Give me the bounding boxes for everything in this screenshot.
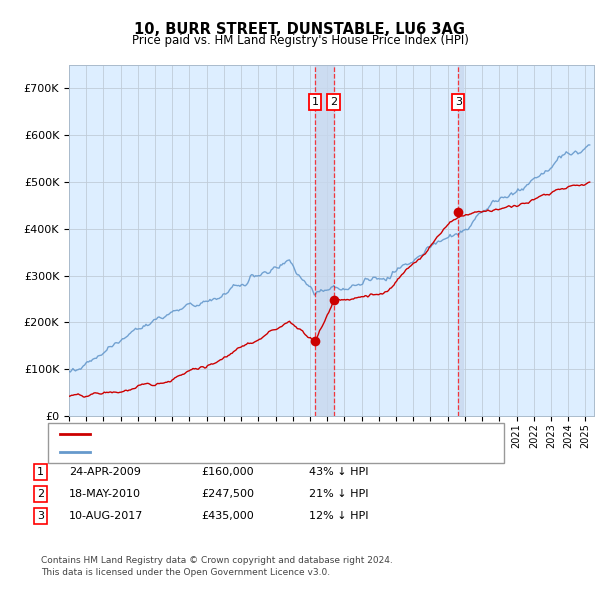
Text: Contains HM Land Registry data © Crown copyright and database right 2024.
This d: Contains HM Land Registry data © Crown c… bbox=[41, 556, 392, 577]
Text: 21% ↓ HPI: 21% ↓ HPI bbox=[309, 489, 368, 499]
Text: 1: 1 bbox=[311, 97, 319, 107]
Text: 43% ↓ HPI: 43% ↓ HPI bbox=[309, 467, 368, 477]
Text: 24-APR-2009: 24-APR-2009 bbox=[69, 467, 141, 477]
Text: HPI: Average price, detached house, Central Bedfordshire: HPI: Average price, detached house, Cent… bbox=[99, 447, 414, 457]
Bar bbox=[458, 65, 463, 416]
Text: 10, BURR STREET, DUNSTABLE, LU6 3AG: 10, BURR STREET, DUNSTABLE, LU6 3AG bbox=[134, 22, 466, 37]
Text: 2: 2 bbox=[330, 97, 337, 107]
Text: 1: 1 bbox=[37, 467, 44, 477]
Text: 3: 3 bbox=[37, 511, 44, 520]
Bar bbox=[315, 65, 334, 416]
Text: 12% ↓ HPI: 12% ↓ HPI bbox=[309, 511, 368, 520]
Text: 10, BURR STREET, DUNSTABLE, LU6 3AG (detached house): 10, BURR STREET, DUNSTABLE, LU6 3AG (det… bbox=[99, 430, 421, 440]
Text: £435,000: £435,000 bbox=[201, 511, 254, 520]
Text: £247,500: £247,500 bbox=[201, 489, 254, 499]
Text: 18-MAY-2010: 18-MAY-2010 bbox=[69, 489, 141, 499]
Text: 3: 3 bbox=[455, 97, 461, 107]
Text: Price paid vs. HM Land Registry's House Price Index (HPI): Price paid vs. HM Land Registry's House … bbox=[131, 34, 469, 47]
Text: £160,000: £160,000 bbox=[201, 467, 254, 477]
Text: 10-AUG-2017: 10-AUG-2017 bbox=[69, 511, 143, 520]
Text: 2: 2 bbox=[37, 489, 44, 499]
